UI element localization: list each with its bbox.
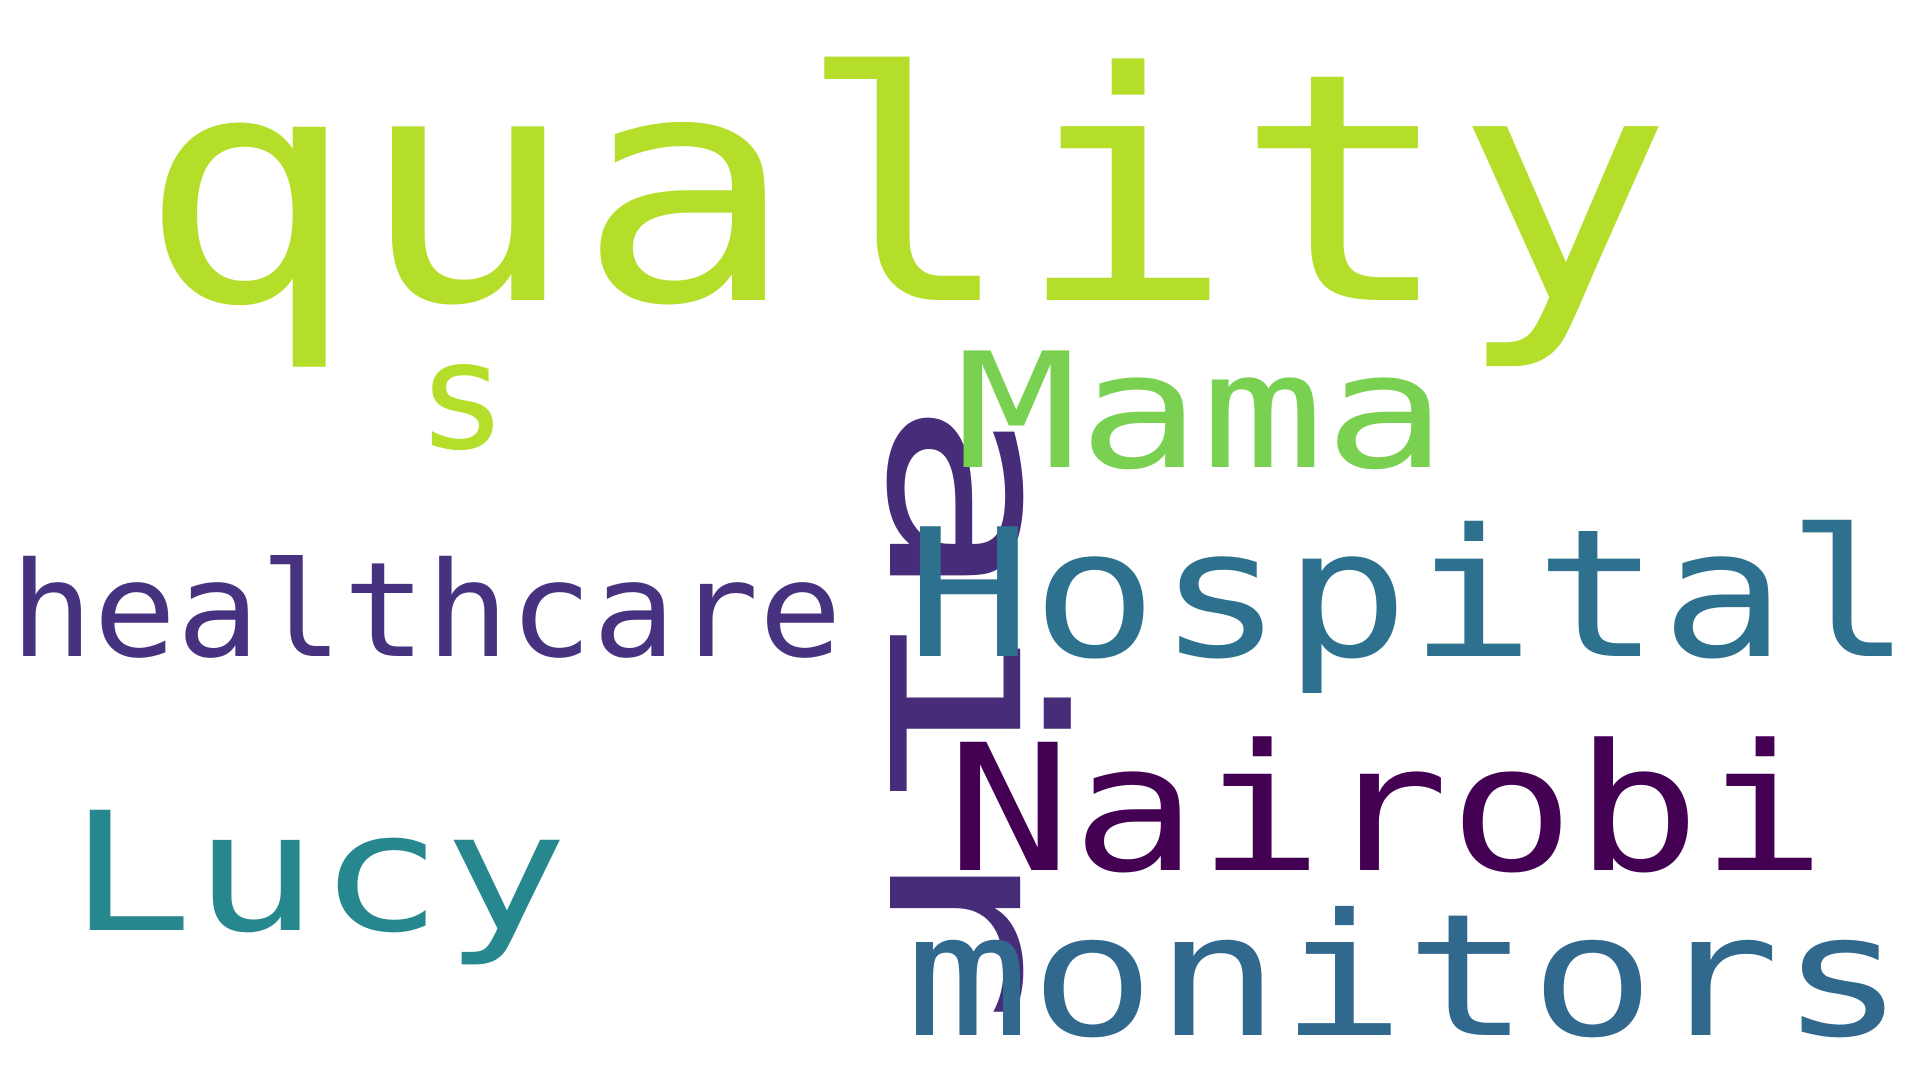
word-hospital: Hospital xyxy=(906,491,1912,698)
word-quality: quality xyxy=(138,5,1673,375)
word-lucy: Lucy xyxy=(68,777,568,969)
word-monitors: monitors xyxy=(905,878,1905,1076)
word-healthcare: healthcare xyxy=(10,534,842,688)
word-s: s xyxy=(416,310,508,484)
word-air: air xyxy=(833,395,1110,1025)
word-nairobi: Nairobi xyxy=(946,707,1826,912)
word-mama: Mama xyxy=(955,318,1447,505)
